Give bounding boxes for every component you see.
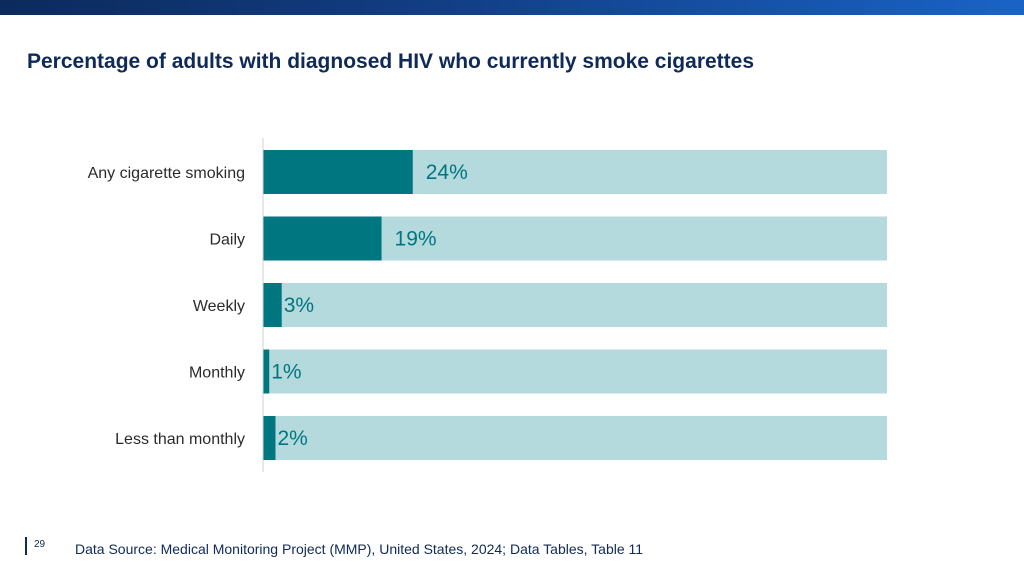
- category-label: Daily: [209, 232, 245, 249]
- page-number: 29: [34, 539, 46, 550]
- data-label: 2%: [277, 427, 307, 450]
- page-number-marker: [25, 537, 27, 555]
- category-label: Monthly: [189, 365, 245, 382]
- data-label: 19%: [395, 228, 437, 251]
- bar: [263, 150, 413, 194]
- category-label: Weekly: [193, 298, 245, 315]
- bar: [263, 216, 382, 261]
- category-label: Less than monthly: [115, 431, 245, 448]
- bar: [263, 416, 276, 460]
- bar: [263, 349, 270, 394]
- chart-title: Percentage of adults with diagnosed HIV …: [27, 50, 755, 73]
- bar-track: [263, 349, 887, 394]
- data-label: 3%: [284, 294, 314, 317]
- data-label: 24%: [426, 161, 468, 184]
- bar-track: [263, 416, 887, 460]
- bar: [263, 283, 282, 327]
- data-label: 1%: [271, 361, 301, 384]
- data-source-note: Data Source: Medical Monitoring Project …: [75, 541, 644, 557]
- category-label: Any cigarette smoking: [88, 165, 245, 182]
- top-banner: [0, 0, 1024, 15]
- bar-track: [263, 283, 887, 327]
